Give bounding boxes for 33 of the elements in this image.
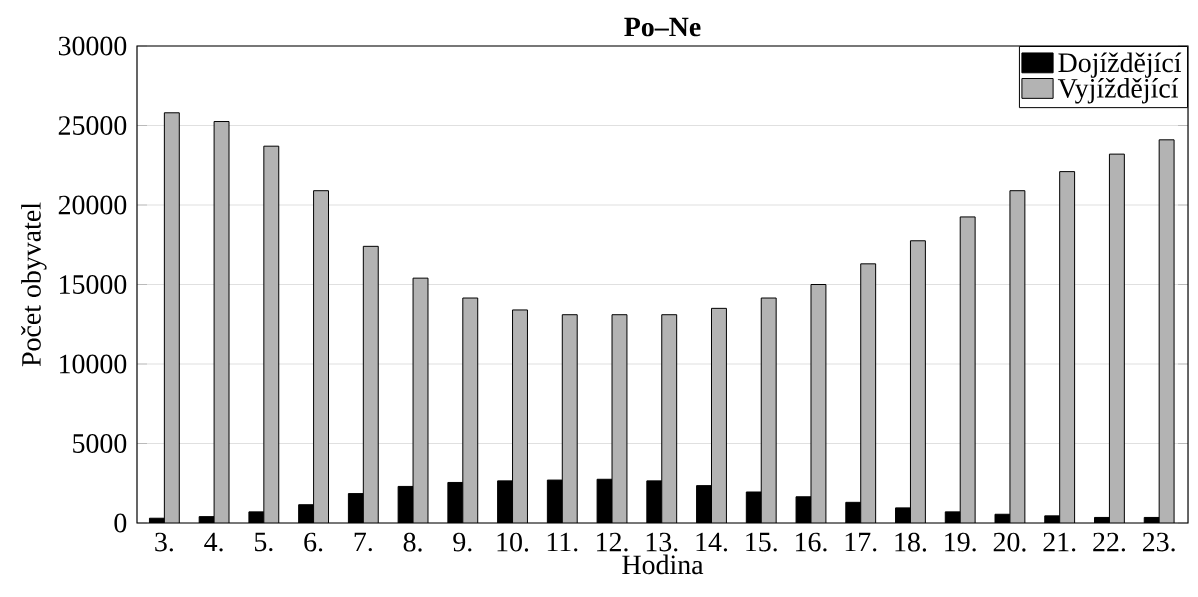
- x-tick-label: 6.: [304, 532, 323, 552]
- x-tick-label: 18.: [895, 532, 927, 552]
- x-tick-label: 3.: [155, 532, 173, 552]
- y-tick-label: 25000: [58, 116, 127, 135]
- legend-label: Vyjíždějící: [1057, 78, 1179, 104]
- x-tick-label: 4.: [204, 532, 223, 552]
- x-tick-label: 9.: [453, 532, 472, 552]
- chart-title: Po–Ne: [624, 17, 701, 37]
- y-tick-label: 5000: [73, 434, 127, 453]
- x-tick-label: 5.: [255, 532, 273, 552]
- x-axis-title: Hodina: [622, 554, 704, 575]
- y-tick-label: 20000: [58, 195, 127, 215]
- x-tick-label: 8.: [403, 532, 422, 552]
- y-tick-label: 15000: [60, 275, 127, 294]
- x-tick-label: 22.: [1093, 532, 1126, 552]
- x-tick-label: 17.: [845, 532, 877, 552]
- y-tick-label: 0: [114, 513, 127, 533]
- x-tick-label: 10.: [497, 532, 529, 552]
- x-tick-label: 21.: [1043, 532, 1076, 552]
- x-tick-label: 20.: [993, 532, 1026, 552]
- legend-label: Dojíždějící: [1058, 52, 1182, 78]
- y-axis-title: Počet obyvatel: [21, 202, 47, 367]
- x-tick-label: 11.: [547, 532, 578, 552]
- x-tick-label: 16.: [795, 532, 827, 552]
- y-tick-label: 10000: [60, 354, 127, 374]
- y-tick-label: 30000: [58, 36, 127, 56]
- x-tick-label: 15.: [746, 532, 777, 552]
- x-tick-label: 12.: [597, 532, 628, 552]
- x-tick-label: 23.: [1142, 532, 1175, 552]
- x-tick-label: 14.: [696, 532, 728, 552]
- x-tick-label: 13.: [646, 532, 678, 552]
- x-tick-label: 7.: [354, 532, 372, 552]
- x-tick-label: 19.: [945, 532, 976, 552]
